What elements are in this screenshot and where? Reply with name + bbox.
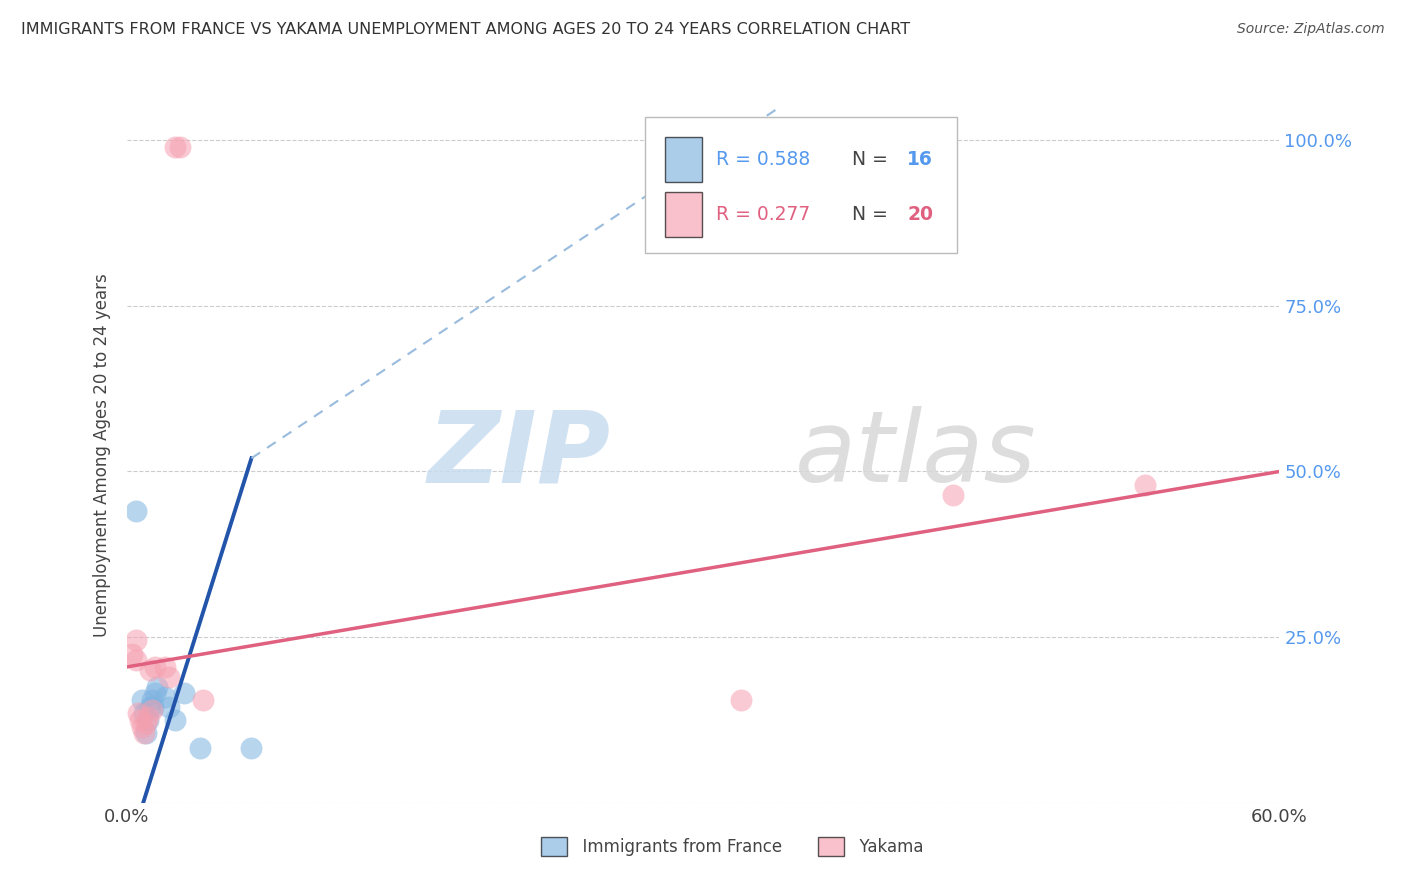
Point bbox=[131, 720, 153, 734]
Point bbox=[132, 726, 155, 740]
Point bbox=[127, 706, 149, 721]
Text: Source: ZipAtlas.com: Source: ZipAtlas.com bbox=[1237, 22, 1385, 37]
Point bbox=[141, 703, 163, 717]
Point bbox=[153, 690, 176, 704]
Point bbox=[145, 660, 166, 674]
Point bbox=[942, 488, 965, 502]
Point bbox=[132, 706, 155, 721]
Point bbox=[1133, 477, 1156, 491]
Point bbox=[135, 716, 157, 731]
Point bbox=[163, 140, 186, 154]
Point bbox=[146, 680, 169, 694]
Point bbox=[138, 663, 160, 677]
Text: R = 0.588: R = 0.588 bbox=[716, 150, 810, 169]
Point bbox=[125, 653, 148, 667]
Point bbox=[138, 699, 160, 714]
Point bbox=[730, 693, 752, 707]
Point bbox=[142, 699, 165, 714]
Point bbox=[136, 709, 159, 723]
Point bbox=[169, 140, 191, 154]
Text: N =: N = bbox=[852, 205, 887, 225]
Point bbox=[157, 670, 180, 684]
Text: Yakama: Yakama bbox=[849, 838, 924, 855]
Point bbox=[125, 504, 148, 518]
Text: IMMIGRANTS FROM FRANCE VS YAKAMA UNEMPLOYMENT AMONG AGES 20 TO 24 YEARS CORRELAT: IMMIGRANTS FROM FRANCE VS YAKAMA UNEMPLO… bbox=[21, 22, 910, 37]
Text: Immigrants from France: Immigrants from France bbox=[572, 838, 782, 855]
FancyBboxPatch shape bbox=[665, 193, 702, 237]
Point bbox=[173, 686, 195, 700]
Point bbox=[193, 693, 215, 707]
Point bbox=[129, 713, 152, 727]
Point bbox=[125, 633, 148, 648]
Point bbox=[121, 647, 143, 661]
Text: ZIP: ZIP bbox=[427, 407, 610, 503]
Point bbox=[240, 741, 263, 756]
Y-axis label: Unemployment Among Ages 20 to 24 years: Unemployment Among Ages 20 to 24 years bbox=[93, 273, 111, 637]
Text: 20: 20 bbox=[907, 205, 934, 225]
Point bbox=[135, 726, 157, 740]
Point bbox=[157, 699, 180, 714]
Point bbox=[131, 693, 153, 707]
Point bbox=[163, 713, 186, 727]
Point bbox=[141, 693, 163, 707]
Text: 16: 16 bbox=[907, 150, 934, 169]
FancyBboxPatch shape bbox=[665, 136, 702, 182]
Point bbox=[145, 686, 166, 700]
Text: R = 0.277: R = 0.277 bbox=[716, 205, 810, 225]
Point bbox=[136, 713, 159, 727]
Point bbox=[188, 741, 211, 756]
Text: atlas: atlas bbox=[796, 407, 1036, 503]
FancyBboxPatch shape bbox=[645, 118, 956, 253]
Text: N =: N = bbox=[852, 150, 887, 169]
Point bbox=[153, 660, 176, 674]
